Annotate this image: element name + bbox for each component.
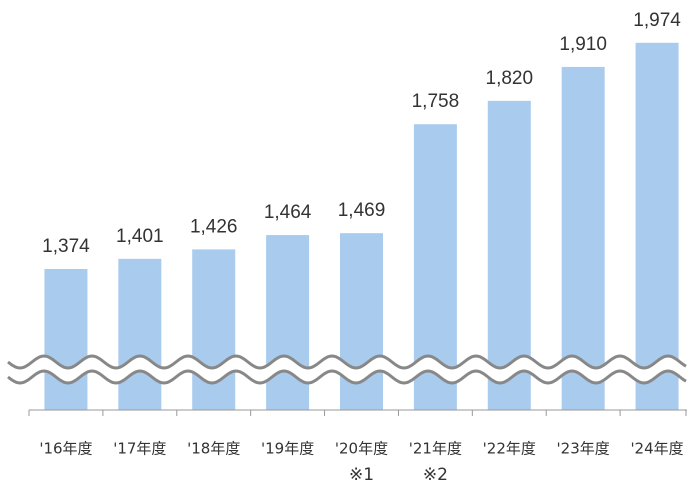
x-tick-label: '24年度 [630,440,683,458]
value-label: 1,469 [338,200,386,221]
x-tick-label: '16年度 [39,440,92,458]
bar [118,258,162,410]
x-tick-label: '17年度 [113,440,166,458]
value-label: 1,910 [559,34,607,55]
value-label: 1,401 [116,226,164,247]
axis-break-fill [8,356,686,383]
value-label: 1,426 [190,216,238,237]
x-tick-label: '22年度 [483,440,536,458]
x-tick-label: '20年度 [335,440,388,458]
x-tick-label: '23年度 [557,440,610,458]
bar [44,269,88,410]
x-tick-label: '21年度 [409,440,462,458]
value-label: 1,464 [264,202,312,223]
value-label: 1,374 [42,236,90,257]
x-tick-label: '18年度 [187,440,240,458]
bar [266,235,310,410]
footnote: ※1 [349,465,374,485]
bar [192,249,236,410]
value-label: 1,758 [412,91,460,112]
axis-break-line [7,354,687,370]
value-label: 1,974 [633,10,681,31]
x-tick-label: '19年度 [261,440,314,458]
axis-break-line [7,369,687,385]
footnote: ※2 [423,465,448,485]
value-label: 1,820 [486,68,534,89]
bar [340,233,383,410]
bar [561,66,605,411]
bar [635,42,679,410]
